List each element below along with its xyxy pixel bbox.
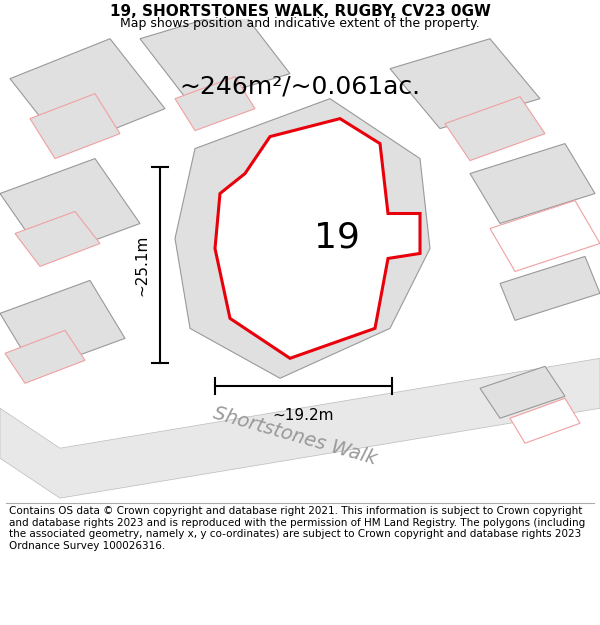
Text: Shortstones Walk: Shortstones Walk: [211, 404, 379, 469]
Polygon shape: [500, 256, 600, 321]
Polygon shape: [490, 201, 600, 271]
Polygon shape: [140, 9, 290, 104]
Polygon shape: [510, 398, 580, 443]
Text: Contains OS data © Crown copyright and database right 2021. This information is : Contains OS data © Crown copyright and d…: [9, 506, 585, 551]
Text: Map shows position and indicative extent of the property.: Map shows position and indicative extent…: [120, 18, 480, 31]
Polygon shape: [0, 358, 600, 498]
Text: ~19.2m: ~19.2m: [273, 408, 334, 423]
Polygon shape: [175, 77, 255, 131]
Polygon shape: [215, 119, 420, 358]
Polygon shape: [470, 144, 595, 224]
Text: 19: 19: [314, 221, 359, 254]
Polygon shape: [480, 366, 565, 418]
Polygon shape: [5, 331, 85, 383]
Polygon shape: [0, 281, 125, 371]
Polygon shape: [390, 39, 540, 129]
Polygon shape: [30, 94, 120, 159]
Polygon shape: [15, 211, 100, 266]
Text: ~25.1m: ~25.1m: [134, 234, 149, 296]
Text: ~246m²/~0.061ac.: ~246m²/~0.061ac.: [179, 74, 421, 99]
Text: 19, SHORTSTONES WALK, RUGBY, CV23 0GW: 19, SHORTSTONES WALK, RUGBY, CV23 0GW: [110, 4, 490, 19]
Polygon shape: [10, 39, 165, 149]
Polygon shape: [0, 159, 140, 259]
Polygon shape: [175, 99, 430, 378]
Polygon shape: [445, 97, 545, 161]
